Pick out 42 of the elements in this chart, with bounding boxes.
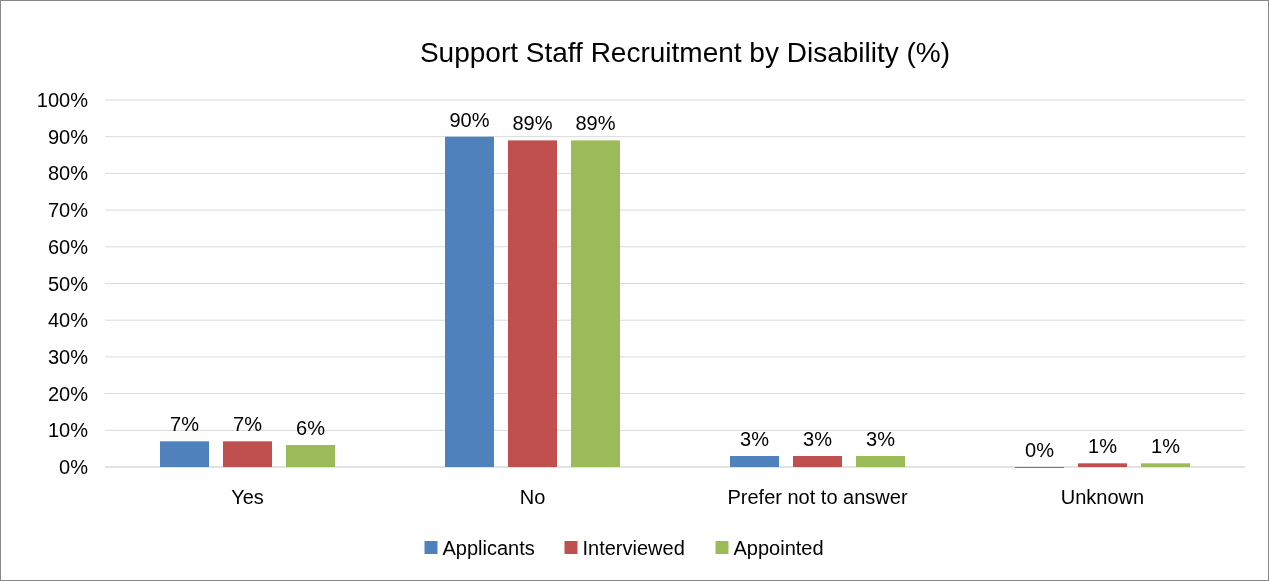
data-label: 89% [512,112,553,135]
y-tick-label: 30% [47,345,89,368]
data-label: 3% [740,427,770,450]
data-label: 7% [170,413,200,436]
y-tick-label: 40% [47,309,89,332]
data-label: 89% [575,112,616,135]
y-tick-label: 60% [47,235,89,258]
bar [730,455,779,467]
bar [223,441,272,467]
data-label: 0% [1025,439,1055,461]
x-tick-label: Unknown [1060,486,1145,508]
y-tick-label: 20% [47,382,89,405]
y-tick-label: 90% [47,125,89,148]
data-label: 7% [233,413,263,436]
chart-title: Support Staff Recruitment by Disability (%) [419,37,951,68]
bar [856,455,905,467]
bar [793,455,842,467]
y-tick-label: 100% [36,89,89,111]
x-tick-label: No [519,486,546,508]
y-tick-label: 70% [47,199,89,222]
bar [1141,463,1190,467]
bar [571,140,620,467]
x-tick-label: Prefer not to answer [727,486,908,508]
bar [508,140,557,467]
legend-label: Applicants [442,537,535,559]
y-tick-label: 10% [47,419,89,442]
legend-label: Interviewed [582,537,685,559]
data-label: 1% [1088,435,1118,458]
x-tick-label: Yes [231,486,264,508]
data-label: 3% [803,427,833,450]
legend-label: Appointed [733,537,824,559]
data-label: 6% [296,416,326,439]
bar [286,444,335,467]
data-label: 1% [1151,435,1181,458]
bar [445,136,494,467]
y-tick-label: 0% [59,456,89,478]
y-tick-label: 50% [47,272,89,295]
data-label: 90% [449,108,490,131]
y-tick-label: 80% [47,162,89,185]
bar [160,441,209,467]
data-label: 3% [866,427,896,450]
bar [1078,463,1127,467]
